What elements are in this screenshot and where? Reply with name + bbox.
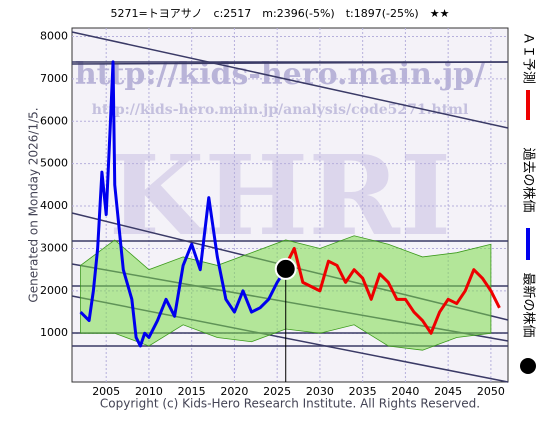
series-line [79, 60, 287, 348]
watermark: KHRI [109, 131, 451, 260]
legend-label: ＡＩ予測 [521, 32, 536, 84]
legend-swatch [520, 358, 536, 374]
y-tick-label: 3000 [40, 241, 68, 254]
y-tick-label: 7000 [40, 72, 68, 85]
x-tick-label: 2005 [92, 385, 120, 398]
legend-label: 過去の株価 [521, 147, 536, 212]
x-tick-label: 2040 [391, 385, 419, 398]
x-tick-label: 2015 [178, 385, 206, 398]
chart-title: 5271=トヨアサノ c:2517 m:2396(-5%) t:1897(-25… [111, 7, 450, 20]
x-tick-label: 2035 [349, 385, 377, 398]
y-tick-label: 1000 [40, 326, 68, 339]
legend-label: 最新の株価 [521, 272, 537, 337]
watermark: http://kids-hero.main.jp/analysis/code52… [92, 102, 469, 118]
y-tick-label: 2000 [40, 284, 68, 297]
y-tick-label: 8000 [40, 29, 68, 42]
copyright: Copyright (c) Kids-Hero Research Institu… [100, 397, 480, 411]
trend-line [71, 31, 509, 129]
x-tick-label: 2020 [220, 385, 248, 398]
y-tick-label: 4000 [40, 199, 68, 212]
y-tick-label: 5000 [40, 157, 68, 170]
series-line [284, 246, 501, 335]
x-tick-label: 2045 [434, 385, 462, 398]
generated-note: Generated on Monday 2026/1/5. [27, 107, 41, 302]
x-tick-label: 2025 [263, 385, 291, 398]
latest-point [274, 257, 297, 280]
x-tick-label: 2050 [477, 385, 505, 398]
x-tick-label: 2030 [306, 385, 334, 398]
x-tick-label: 2010 [135, 385, 163, 398]
y-tick-label: 6000 [40, 114, 68, 127]
